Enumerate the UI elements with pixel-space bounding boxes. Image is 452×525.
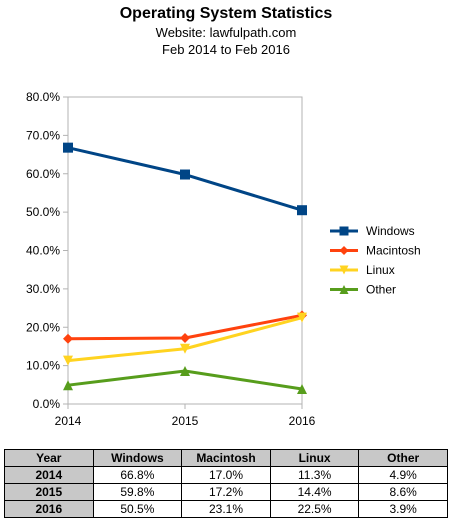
data-point-linux — [180, 343, 190, 354]
table-cell: 11.3% — [269, 466, 360, 484]
table-cell-year: 2016 — [4, 500, 94, 518]
table-header-row: Year Windows Macintosh Linux Other — [4, 449, 448, 467]
x-tick-label: 2016 — [289, 414, 316, 428]
data-point-macintosh — [63, 333, 73, 344]
table-cell: 59.8% — [92, 483, 183, 501]
table-cell: 23.1% — [181, 500, 271, 518]
x-tick-label: 2014 — [55, 414, 82, 428]
y-tick-label: 0.0% — [33, 397, 61, 411]
table-row: 2015 59.8% 17.2% 14.4% 8.6% — [4, 483, 448, 501]
column-header-other: Other — [358, 449, 448, 467]
table-row: 2016 50.5% 23.1% 22.5% 3.9% — [4, 500, 448, 518]
table-cell: 4.9% — [358, 466, 448, 484]
table-cell: 50.5% — [92, 500, 183, 518]
chart-subtitle-period: Feb 2014 to Feb 2016 — [162, 42, 290, 57]
legend-marker-windows — [339, 226, 349, 236]
table-cell-year: 2014 — [4, 466, 94, 484]
data-point-linux — [297, 312, 307, 323]
y-tick-label: 30.0% — [26, 282, 60, 296]
table-cell: 14.4% — [269, 483, 360, 501]
y-tick-label: 60.0% — [26, 167, 60, 181]
column-header-year: Year — [4, 449, 94, 467]
table-cell-year: 2015 — [4, 483, 94, 501]
legend-marker-linux — [339, 265, 349, 275]
data-point-windows — [63, 142, 73, 153]
y-tick-label: 70.0% — [26, 128, 60, 142]
legend-marker-other — [339, 285, 349, 294]
data-point-macintosh — [180, 332, 190, 343]
data-point-other — [297, 384, 307, 395]
data-point-windows — [297, 205, 307, 216]
table-cell: 66.8% — [92, 466, 183, 484]
x-tick-label: 2015 — [172, 414, 199, 428]
y-tick-label: 20.0% — [26, 320, 60, 334]
table-cell: 3.9% — [358, 500, 448, 518]
data-point-linux — [63, 355, 73, 366]
y-tick-label: 40.0% — [26, 244, 60, 258]
statistics-table: Year Windows Macintosh Linux Other 2014 … — [4, 449, 448, 518]
chart-subtitle-website: Website: lawfulpath.com — [155, 25, 297, 40]
legend-marker-macintosh — [339, 246, 349, 255]
table-cell: 8.6% — [358, 483, 448, 501]
table-cell: 22.5% — [269, 500, 360, 518]
y-tick-label: 80.0% — [26, 90, 60, 104]
column-header-macintosh: Macintosh — [181, 449, 271, 467]
table-row: 2014 66.8% 17.0% 11.3% 4.9% — [4, 466, 448, 484]
y-tick-label: 50.0% — [26, 205, 60, 219]
table-cell: 17.2% — [181, 483, 271, 501]
legend-label-linux: Linux — [366, 263, 395, 277]
legend-label-other: Other — [366, 283, 396, 297]
column-header-linux: Linux — [269, 449, 360, 467]
data-point-windows — [180, 169, 190, 180]
chart-header: Operating System Statistics Website: law… — [0, 4, 452, 58]
column-header-windows: Windows — [92, 449, 183, 467]
legend-label-macintosh: Macintosh — [366, 244, 421, 258]
table-cell: 17.0% — [181, 466, 271, 484]
legend-label-windows: Windows — [366, 224, 415, 238]
line-chart: 0.0% 10.0% 20.0% 30.0% 40.0% 50.0% 60.0% 70.0% 8… — [26, 90, 421, 428]
data-point-other — [180, 365, 190, 376]
y-tick-label: 10.0% — [26, 359, 60, 373]
data-point-other — [63, 380, 73, 391]
chart-title: Operating System Statistics — [119, 5, 333, 22]
